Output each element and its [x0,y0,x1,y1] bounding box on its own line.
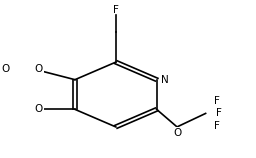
Text: F: F [214,96,220,106]
Text: N: N [161,75,168,85]
Text: F: F [216,108,222,118]
Text: O: O [1,64,10,74]
Text: O: O [34,104,42,114]
Text: F: F [214,121,220,131]
Text: O: O [34,64,42,74]
Text: F: F [113,5,119,15]
Text: O: O [173,128,181,138]
